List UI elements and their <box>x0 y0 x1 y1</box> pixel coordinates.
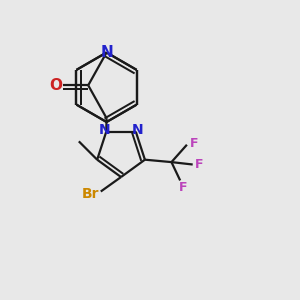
Text: F: F <box>189 137 198 150</box>
Text: N: N <box>98 123 110 137</box>
Text: F: F <box>195 158 204 171</box>
Text: F: F <box>179 181 187 194</box>
Text: O: O <box>49 78 62 93</box>
Text: N: N <box>100 45 113 60</box>
Text: N: N <box>132 123 143 137</box>
Text: Br: Br <box>81 188 99 201</box>
